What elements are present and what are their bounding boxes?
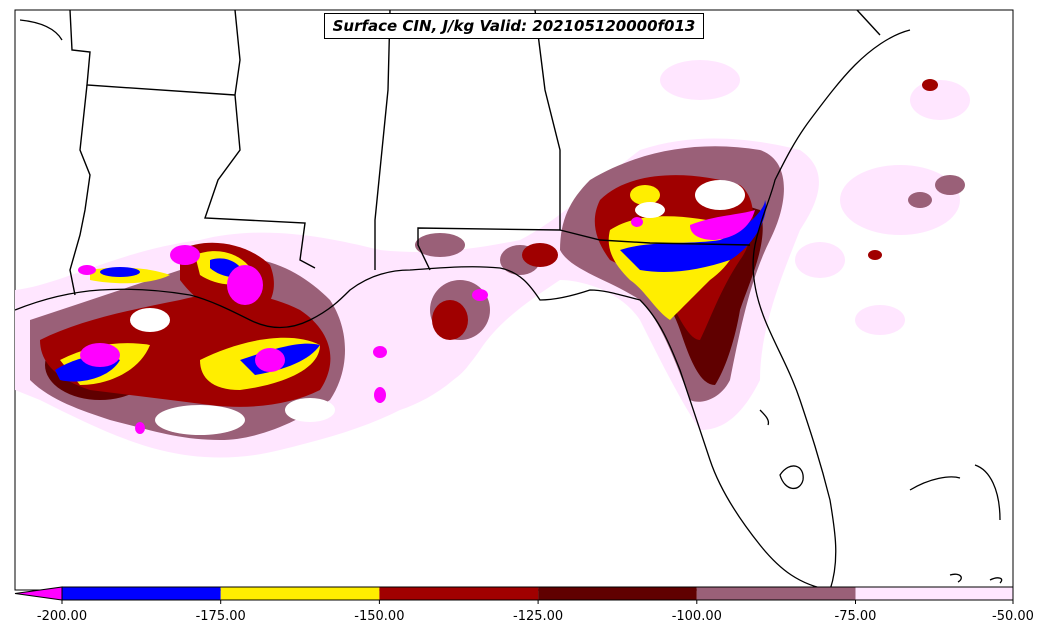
- state-borders: [69, 9, 881, 296]
- colorbar-tick-label: -100.00: [671, 609, 722, 624]
- colorbar-tick-label: -175.00: [195, 609, 246, 624]
- colorbar-swatch: [220, 587, 380, 600]
- colorbar-swatch: [62, 587, 221, 600]
- colorbar-tick-label: -50.00: [992, 609, 1034, 624]
- coastline: [14, 19, 1003, 591]
- colorbar-swatch: [538, 587, 697, 600]
- colorbar-swatch: [855, 587, 1013, 600]
- colorbar-swatch: [379, 587, 539, 600]
- colorbar-border: [61, 586, 1014, 601]
- colorbar-ticks: [61, 600, 1014, 604]
- colorbar-tick-label: -75.00: [834, 609, 877, 624]
- colorbar-tick-label: -150.00: [354, 609, 405, 624]
- cin-white-holes: [130, 180, 745, 435]
- colorbar: [14, 586, 1014, 604]
- colorbar-tick-label: -200.00: [36, 609, 88, 624]
- colorbar-tick-label: -125.00: [513, 609, 564, 624]
- colorbar-swatch: [696, 587, 856, 600]
- map-title: Surface CIN, J/kg Valid: 202105120000f01…: [324, 13, 704, 39]
- cin-magenta-layer: [78, 210, 755, 434]
